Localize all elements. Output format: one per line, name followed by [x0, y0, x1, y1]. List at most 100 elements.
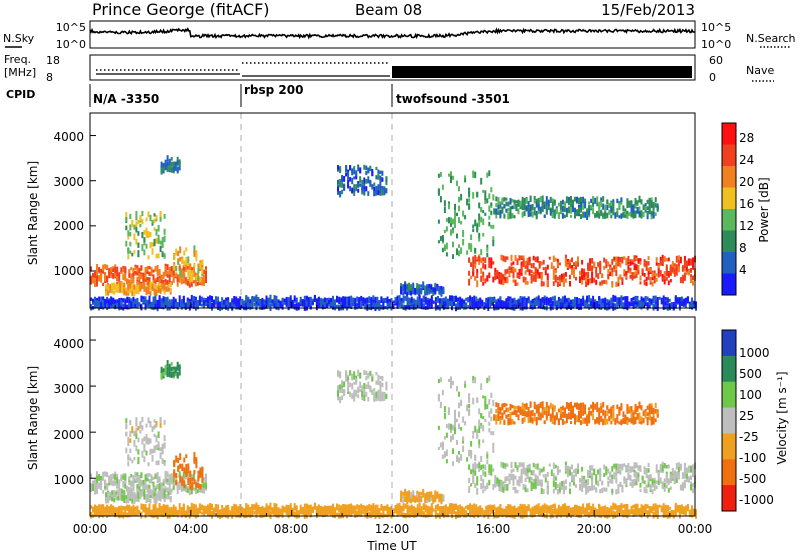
velocity-cell	[480, 464, 483, 471]
power-cell	[275, 305, 278, 310]
velocity-cell	[488, 464, 491, 470]
power-cell	[107, 285, 110, 291]
power-cell	[102, 269, 105, 274]
power-cell	[634, 203, 637, 208]
power-cell	[128, 299, 131, 303]
power-cell	[501, 197, 504, 202]
power-cell	[587, 266, 590, 271]
power-cell	[680, 296, 683, 302]
velocity-cell	[609, 478, 612, 484]
power-cell	[491, 301, 494, 306]
power-cell	[647, 268, 650, 276]
power-cell	[138, 267, 141, 275]
power-cell	[507, 211, 510, 215]
power-cell	[275, 295, 278, 302]
power-cell	[665, 266, 668, 272]
power-cell	[601, 280, 604, 284]
power-cell	[133, 250, 136, 254]
velocity-cell	[144, 479, 147, 487]
velocity-cell	[620, 403, 623, 408]
velocity-cell	[121, 495, 124, 502]
power-cell	[156, 269, 159, 276]
velocity-cell	[653, 483, 656, 487]
power-cell	[469, 295, 472, 302]
velocity-cell	[650, 410, 653, 415]
velocity-cell	[377, 389, 380, 394]
power-cell	[555, 300, 558, 305]
power-cell	[516, 282, 519, 286]
velocity-cell	[365, 376, 368, 381]
velocity-cell	[602, 420, 605, 424]
velocity-cell	[685, 473, 688, 480]
power-cell	[170, 301, 173, 306]
velocity-cell	[375, 396, 378, 402]
velocity-cell	[677, 473, 680, 480]
power-cell	[181, 270, 184, 276]
power-cell	[201, 267, 204, 274]
power-cell	[521, 196, 524, 204]
velocity-cell	[169, 489, 172, 495]
velocity-cell	[639, 482, 642, 488]
velocity-cell	[202, 482, 205, 486]
power-cell	[328, 302, 330, 307]
power-cell	[492, 224, 495, 229]
power-cell	[622, 205, 625, 212]
power-cell	[681, 265, 684, 270]
power-cell	[675, 268, 678, 276]
power-cell	[358, 301, 361, 308]
power-cell	[153, 238, 156, 243]
power-cell	[480, 249, 483, 256]
power-cell	[647, 275, 650, 280]
power-cell	[277, 299, 280, 303]
power-cell	[131, 252, 134, 257]
velocity-cell	[610, 412, 613, 418]
velocity-cell	[574, 413, 576, 419]
power-cell	[621, 256, 624, 264]
velocity-cell	[129, 430, 132, 437]
velocity-cell	[448, 423, 450, 430]
power-cell	[462, 239, 465, 246]
power-cell	[550, 262, 553, 269]
velocity-cell	[635, 471, 638, 478]
power-cell	[166, 298, 169, 303]
power-cell	[645, 281, 648, 286]
velocity-cell	[611, 474, 614, 480]
velocity-cell	[381, 382, 384, 388]
power-cell	[438, 290, 441, 295]
power-cell	[154, 295, 157, 301]
velocity-cell	[114, 474, 117, 481]
power-cell	[532, 271, 535, 276]
power-cell	[630, 211, 633, 218]
power-cell	[363, 164, 366, 170]
power-cell	[688, 303, 691, 308]
power-cell	[124, 303, 127, 310]
colorbar-segment	[722, 187, 736, 210]
power-cell	[629, 261, 632, 266]
power-cell	[202, 300, 205, 306]
power-cell	[143, 281, 146, 288]
power-cell	[275, 300, 278, 307]
velocity-cell	[518, 476, 521, 483]
velocity-cell	[343, 381, 346, 388]
power-cell	[381, 189, 384, 196]
power-cell	[450, 177, 452, 184]
velocity-cell	[90, 483, 92, 489]
velocity-cell	[202, 476, 205, 482]
power-cell	[662, 299, 665, 305]
power-cell	[438, 303, 441, 311]
velocity-cell	[639, 488, 642, 492]
velocity-cell	[125, 495, 128, 499]
velocity-cell	[351, 373, 354, 379]
power-cell	[614, 303, 617, 311]
power-cell	[647, 256, 650, 261]
power-cell	[102, 264, 105, 272]
power-cell	[424, 296, 427, 302]
velocity-cell	[552, 488, 555, 494]
velocity-cell	[115, 494, 118, 501]
power-cell	[563, 201, 566, 207]
power-cell	[439, 196, 442, 203]
power-cell	[132, 277, 135, 284]
velocity-cell	[542, 466, 545, 472]
power-cell	[489, 296, 492, 304]
velocity-cell	[373, 387, 376, 392]
